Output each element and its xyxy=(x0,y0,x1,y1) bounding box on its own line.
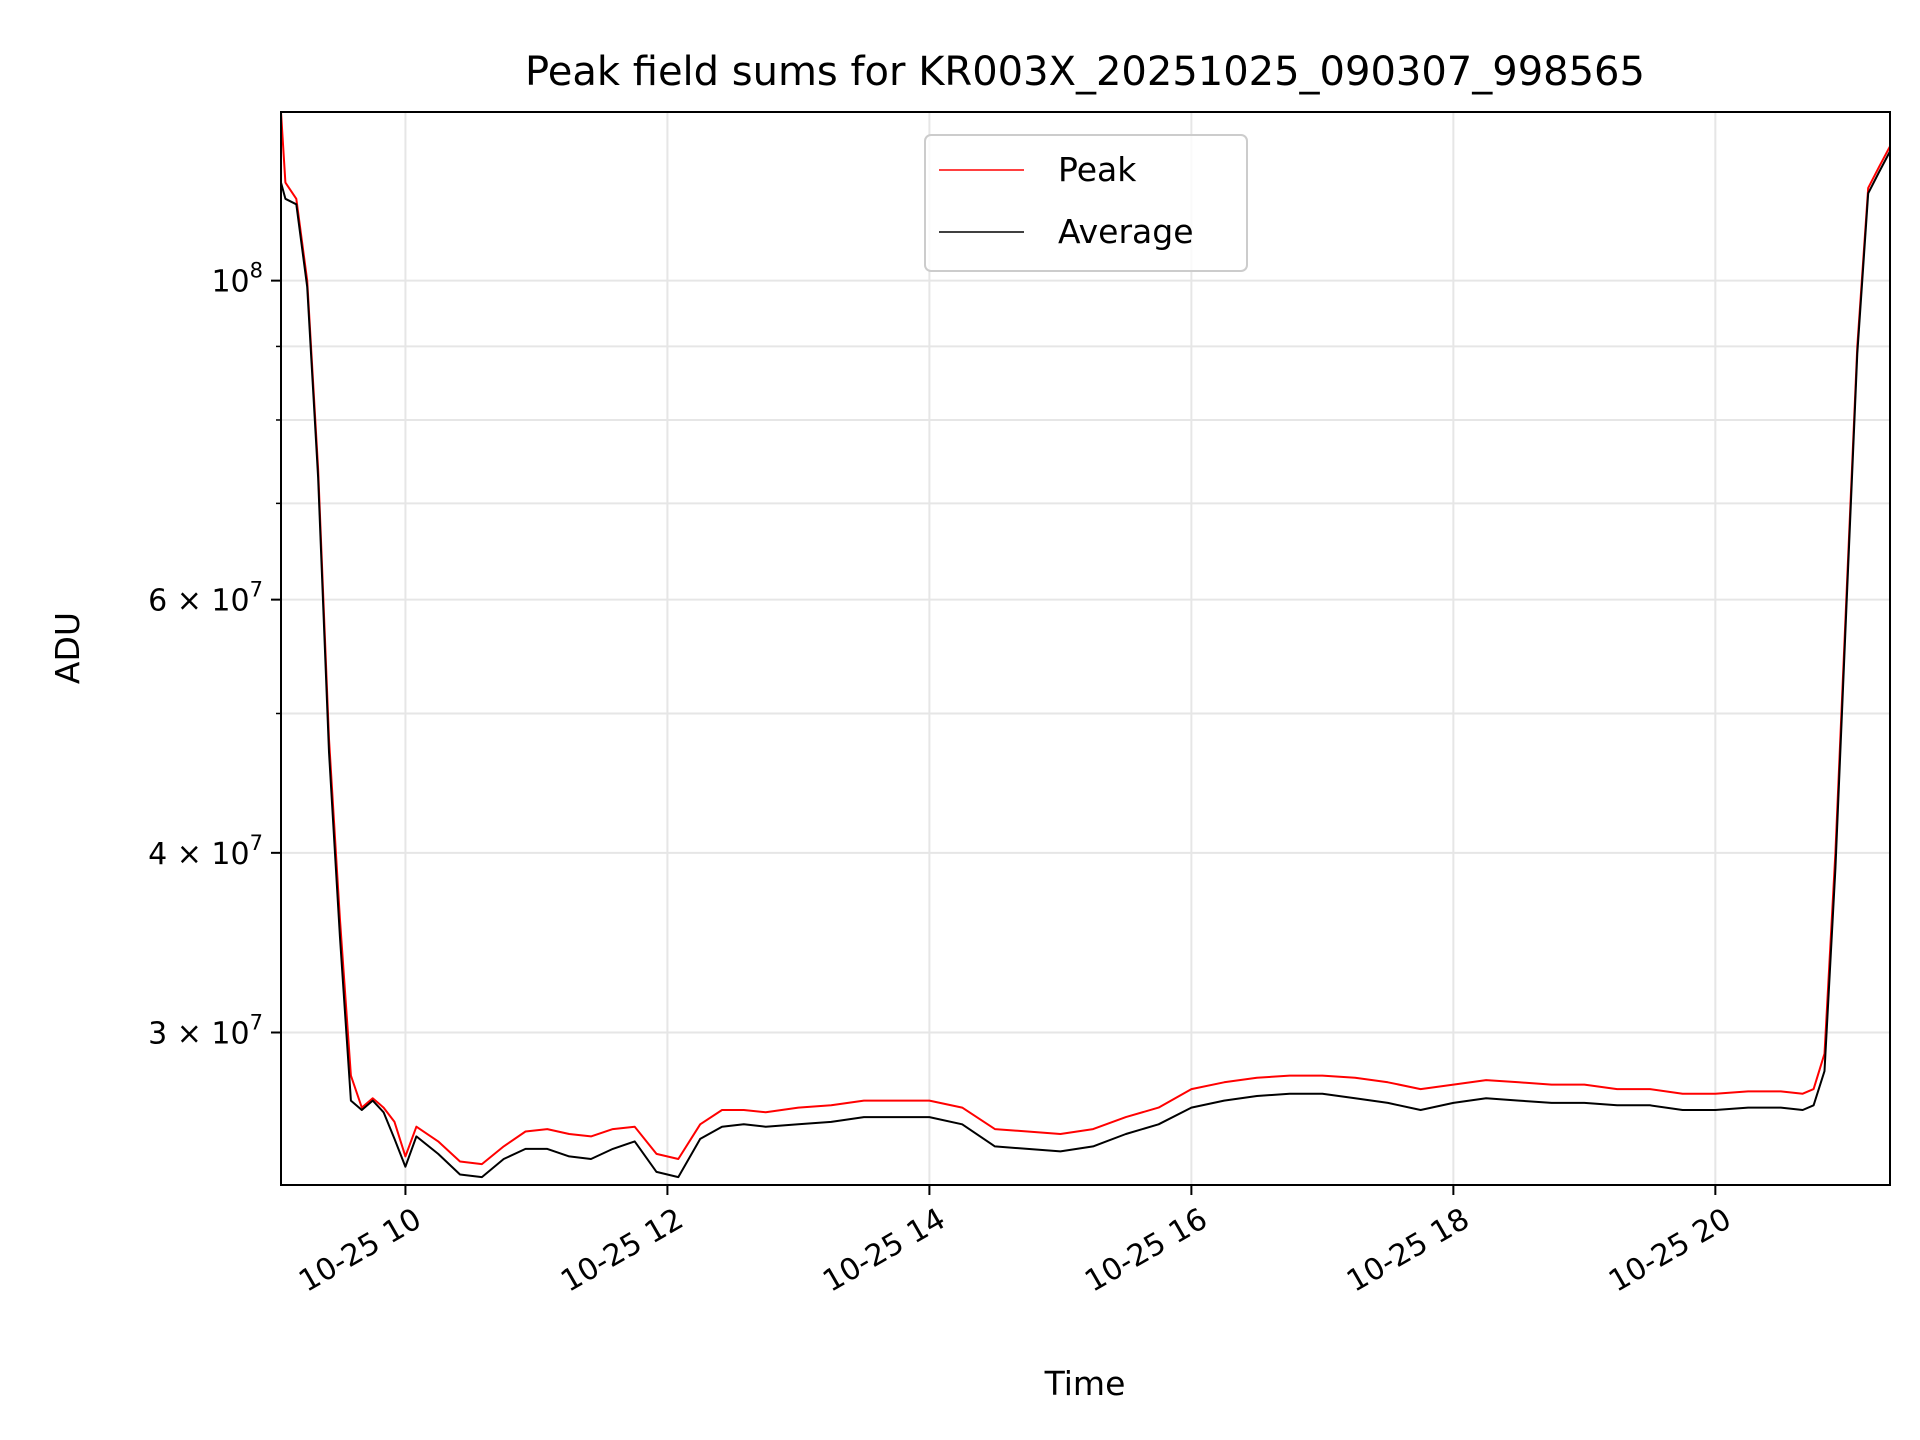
series-line-average xyxy=(280,150,1891,1179)
series-line-peak xyxy=(280,111,1891,1166)
y-tick-label: 3 × 107 xyxy=(148,1011,263,1052)
legend-label-average: Average xyxy=(1058,212,1194,251)
y-axis-label: ADU xyxy=(48,612,87,684)
legend-box xyxy=(924,134,1248,272)
legend-label-peak: Peak xyxy=(1058,150,1137,189)
y-tick-label: 6 × 107 xyxy=(148,578,263,619)
x-axis-label: Time xyxy=(1044,1364,1126,1403)
y-tick-label: 4 × 107 xyxy=(148,831,263,872)
axes-frame xyxy=(280,111,1891,1186)
series-layer xyxy=(280,111,1891,1179)
grid xyxy=(281,112,1890,1185)
chart-title: Peak field sums for KR003X_20251025_0903… xyxy=(525,49,1645,95)
legend: Peak Average xyxy=(924,134,1248,272)
